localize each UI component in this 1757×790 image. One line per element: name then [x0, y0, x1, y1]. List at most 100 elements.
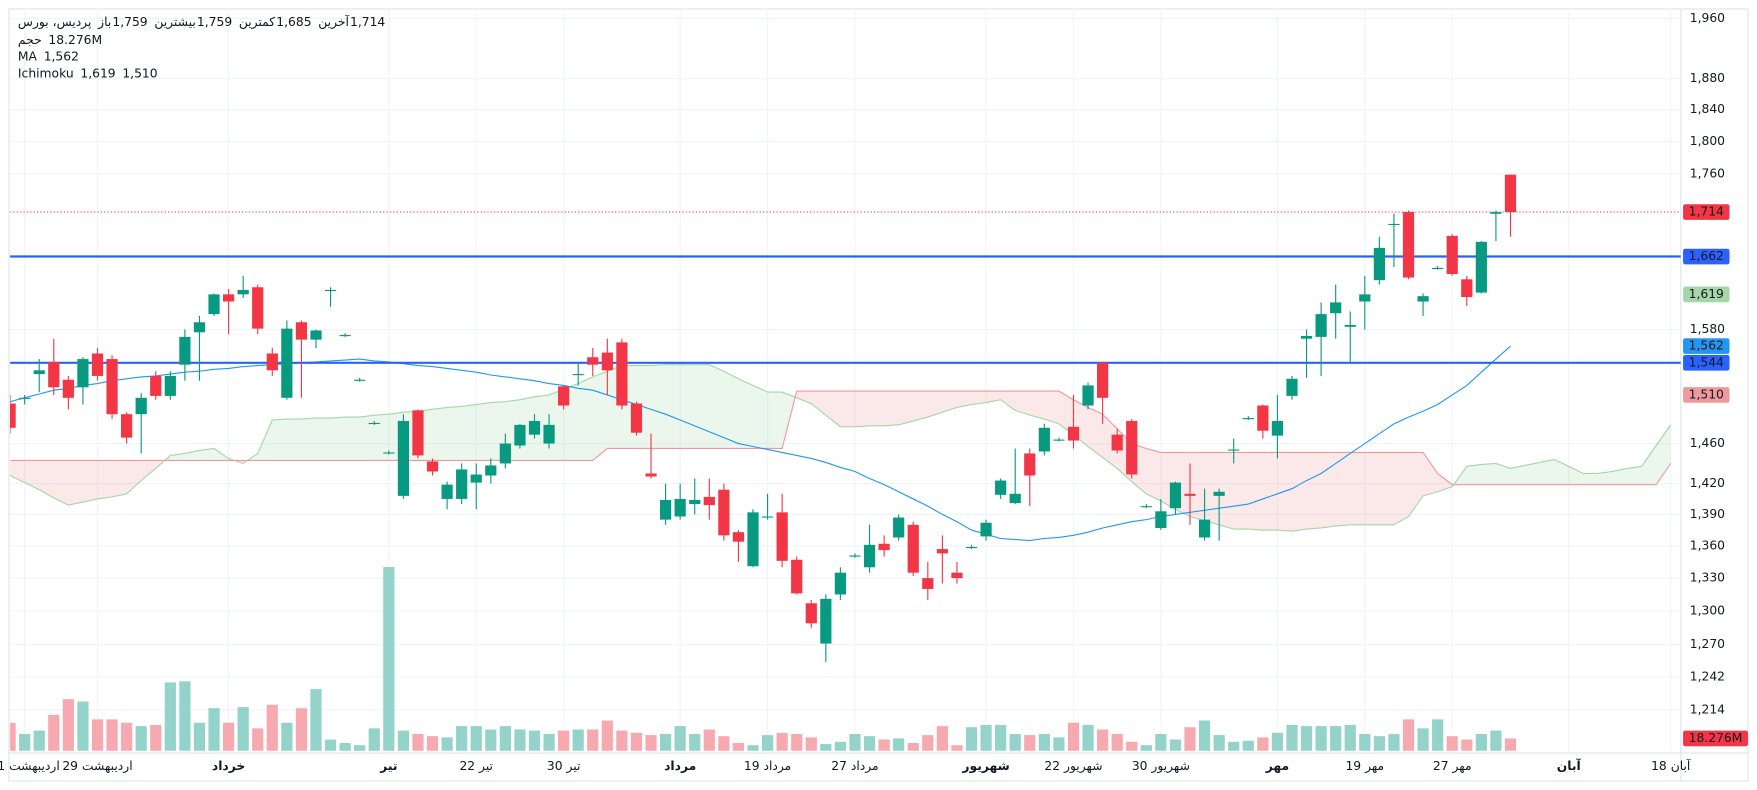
volume-bar: [150, 724, 162, 751]
candle-body: [456, 469, 468, 499]
candle-body: [1111, 434, 1123, 451]
y-tick-label: 1,300: [1690, 604, 1725, 618]
cloud: [1393, 452, 1409, 525]
volume-bar: [48, 714, 60, 751]
candle-body: [1271, 420, 1284, 436]
volume-bar: [397, 730, 409, 751]
volume-bar: [354, 745, 366, 751]
volume-bar: [601, 720, 613, 751]
ichimoku-value: 1,619: [80, 66, 115, 80]
cloud: [1335, 452, 1351, 526]
cloud: [723, 371, 739, 449]
volume-bar: [339, 742, 351, 751]
volume-bar: [368, 728, 380, 751]
cloud: [1612, 468, 1628, 485]
candle-body: [980, 522, 992, 537]
cloud: [1000, 391, 1016, 411]
cloud: [301, 418, 316, 461]
cloud: [1044, 391, 1059, 424]
candle-body: [1300, 335, 1313, 339]
volume-bar: [179, 681, 191, 751]
candle-body: [528, 420, 541, 435]
candle-body: [412, 410, 424, 456]
volume-bar: [1067, 722, 1080, 751]
candle-body: [1475, 241, 1487, 293]
ohlc-label: باز: [97, 15, 111, 30]
x-tick-label: شهریور: [961, 759, 1009, 773]
symbol: پردیس، بورس: [18, 15, 91, 30]
volume-bar: [499, 726, 511, 751]
volume-bar: [849, 733, 861, 751]
candle-body: [281, 328, 293, 398]
y-tick-label: 1,390: [1690, 507, 1725, 521]
candle-body: [587, 357, 599, 365]
cloud: [1466, 464, 1482, 485]
cloud: [753, 385, 768, 449]
candle-body: [747, 512, 759, 567]
volume-bar: [1271, 732, 1284, 751]
volume-bar: [761, 735, 774, 751]
y-tick-label: 1,580: [1690, 322, 1725, 336]
y-tick-label: 1,460: [1690, 436, 1725, 450]
cloud: [257, 420, 273, 461]
volume-bar: [980, 724, 992, 751]
axis-tag: 1,714: [1683, 204, 1730, 220]
cloud: [1525, 462, 1540, 485]
volume-bar: [1315, 726, 1327, 751]
volume-bar: [936, 726, 948, 751]
volume-bar: [1286, 724, 1298, 751]
grid: [10, 11, 1681, 751]
x-tick-label: 19 مرداد: [744, 759, 791, 774]
candle-body: [1315, 314, 1327, 337]
cloud: [534, 394, 550, 461]
volume-bar: [878, 739, 890, 751]
cloud: [927, 391, 943, 418]
cloud: [1554, 459, 1569, 485]
y-tick-label: 1,270: [1690, 637, 1725, 651]
cloud: [1481, 463, 1496, 485]
candle-body: [1402, 212, 1415, 278]
volume-bar: [1300, 726, 1313, 751]
volume-bar: [689, 733, 701, 751]
candle-body: [878, 543, 890, 551]
cloud: [913, 391, 928, 421]
candle-body: [62, 379, 74, 398]
frame: [8, 8, 1749, 782]
candle-body: [252, 287, 264, 329]
candle-body: [601, 352, 613, 371]
candle-body: [1242, 418, 1254, 420]
cloud: [374, 414, 389, 461]
axis-tag-bg: [1683, 248, 1730, 265]
volume-bar: [135, 726, 147, 751]
candle-body: [659, 499, 672, 520]
volume-name: حجم: [18, 33, 42, 47]
candle-body: [1009, 493, 1021, 504]
candle-body: [135, 397, 147, 415]
volume-bar: [1184, 727, 1196, 751]
volume-bar: [441, 737, 453, 751]
candle-body: [91, 353, 104, 376]
volume-value: 18.276M: [48, 33, 102, 47]
candle-body: [951, 572, 963, 579]
volume-bar: [718, 736, 730, 751]
axis-tag-label: 1,510: [1689, 387, 1724, 401]
volume-bar: [470, 726, 482, 751]
candle-body: [10, 403, 16, 428]
ohlc-value: 1,685: [276, 15, 311, 29]
volume-bar: [747, 745, 759, 751]
cloud: [898, 391, 914, 425]
candle-body: [805, 603, 817, 624]
ma-value: 1,562: [44, 50, 79, 64]
volume-bar: [1097, 729, 1109, 751]
volume-bar: [383, 567, 395, 751]
y-tick-label: 1,960: [1690, 11, 1725, 25]
y-tick-label: 1,800: [1690, 134, 1725, 148]
candle-body: [48, 361, 60, 388]
candle-body: [1490, 212, 1502, 214]
cloud: [1364, 452, 1380, 525]
candle-body: [1024, 453, 1036, 476]
volume-bar: [995, 724, 1007, 751]
volume-bar: [222, 722, 235, 751]
volume-bar: [558, 730, 570, 751]
